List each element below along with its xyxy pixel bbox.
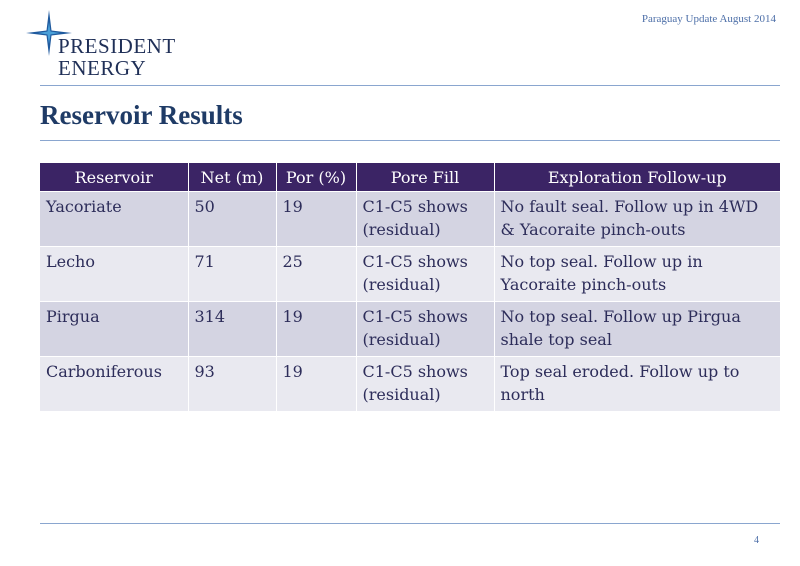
title-divider <box>40 140 780 141</box>
header-pore-fill: Pore Fill <box>356 163 495 192</box>
cell-follow-up: No top seal. Follow up Pirgua shale top … <box>494 301 780 357</box>
bottom-divider <box>40 523 780 524</box>
header-reservoir: Reservoir <box>40 163 189 192</box>
cell-net: 314 <box>188 301 277 357</box>
slide-title: Reservoir Results <box>40 100 243 130</box>
logo-text-line2: ENERGY <box>58 56 147 80</box>
cell-net: 71 <box>188 246 277 302</box>
header-note: Paraguay Update August 2014 <box>641 13 776 25</box>
table-row: Lecho 71 25 C1-C5 shows (residual) No to… <box>40 246 780 302</box>
cell-net: 93 <box>188 356 277 411</box>
table-header-row: Reservoir Net (m) Por (%) Pore Fill Expl… <box>40 163 780 192</box>
header-net: Net (m) <box>188 163 277 192</box>
header-exploration-follow-up: Exploration Follow-up <box>494 163 780 192</box>
cell-net: 50 <box>188 191 277 247</box>
cell-por: 19 <box>276 301 357 357</box>
star-icon <box>26 10 72 56</box>
reservoir-table: Reservoir Net (m) Por (%) Pore Fill Expl… <box>40 163 780 411</box>
president-energy-logo: PRESIDENT ENERGY <box>24 8 194 80</box>
cell-reservoir: Yacoriate <box>40 191 189 247</box>
logo-text-line1: PRESIDENT <box>58 34 176 58</box>
cell-reservoir: Carboniferous <box>40 356 189 411</box>
table-row: Yacoriate 50 19 C1-C5 shows (residual) N… <box>40 191 780 247</box>
cell-follow-up: No fault seal. Follow up in 4WD & Yacora… <box>494 191 780 247</box>
cell-pore-fill: C1-C5 shows (residual) <box>356 301 495 357</box>
cell-follow-up: Top seal eroded. Follow up to north <box>494 356 780 411</box>
cell-reservoir: Lecho <box>40 246 189 302</box>
cell-follow-up: No top seal. Follow up in Yacoraite pinc… <box>494 246 780 302</box>
cell-por: 19 <box>276 191 357 247</box>
header-por: Por (%) <box>276 163 357 192</box>
top-divider <box>40 85 780 86</box>
cell-pore-fill: C1-C5 shows (residual) <box>356 191 495 247</box>
cell-por: 19 <box>276 356 357 411</box>
cell-pore-fill: C1-C5 shows (residual) <box>356 246 495 302</box>
cell-por: 25 <box>276 246 357 302</box>
cell-reservoir: Pirgua <box>40 301 189 357</box>
table-row: Pirgua 314 19 C1-C5 shows (residual) No … <box>40 301 780 357</box>
cell-pore-fill: C1-C5 shows (residual) <box>356 356 495 411</box>
table-row: Carboniferous 93 19 C1-C5 shows (residua… <box>40 356 780 411</box>
page-number: 4 <box>754 535 759 546</box>
